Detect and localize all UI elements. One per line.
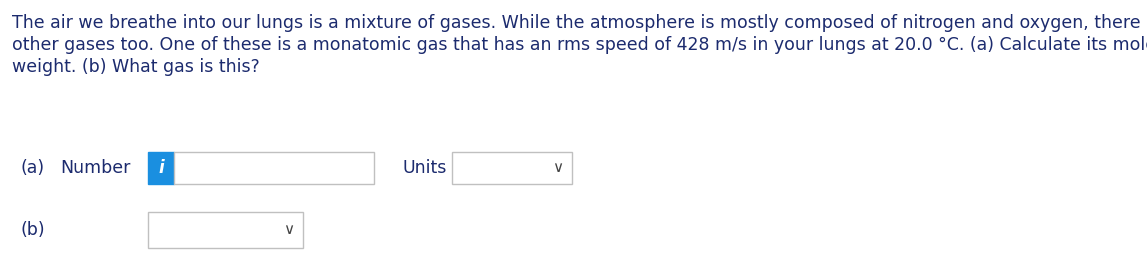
Bar	[148, 212, 303, 248]
Text: Number: Number	[60, 159, 131, 177]
Text: The air we breathe into our lungs is a mixture of gases. While the atmosphere is: The air we breathe into our lungs is a m…	[11, 14, 1147, 32]
Text: weight. (b) What gas is this?: weight. (b) What gas is this?	[11, 58, 259, 76]
Text: i: i	[158, 159, 164, 177]
Text: (b): (b)	[19, 221, 45, 239]
Text: Units: Units	[401, 159, 446, 177]
Text: ∨: ∨	[553, 161, 563, 176]
Text: ∨: ∨	[283, 222, 295, 237]
Bar	[148, 152, 174, 184]
Text: (a): (a)	[19, 159, 44, 177]
Text: other gases too. One of these is a monatomic gas that has an rms speed of 428 m/: other gases too. One of these is a monat…	[11, 36, 1147, 54]
Bar	[452, 152, 572, 184]
Bar	[174, 152, 374, 184]
